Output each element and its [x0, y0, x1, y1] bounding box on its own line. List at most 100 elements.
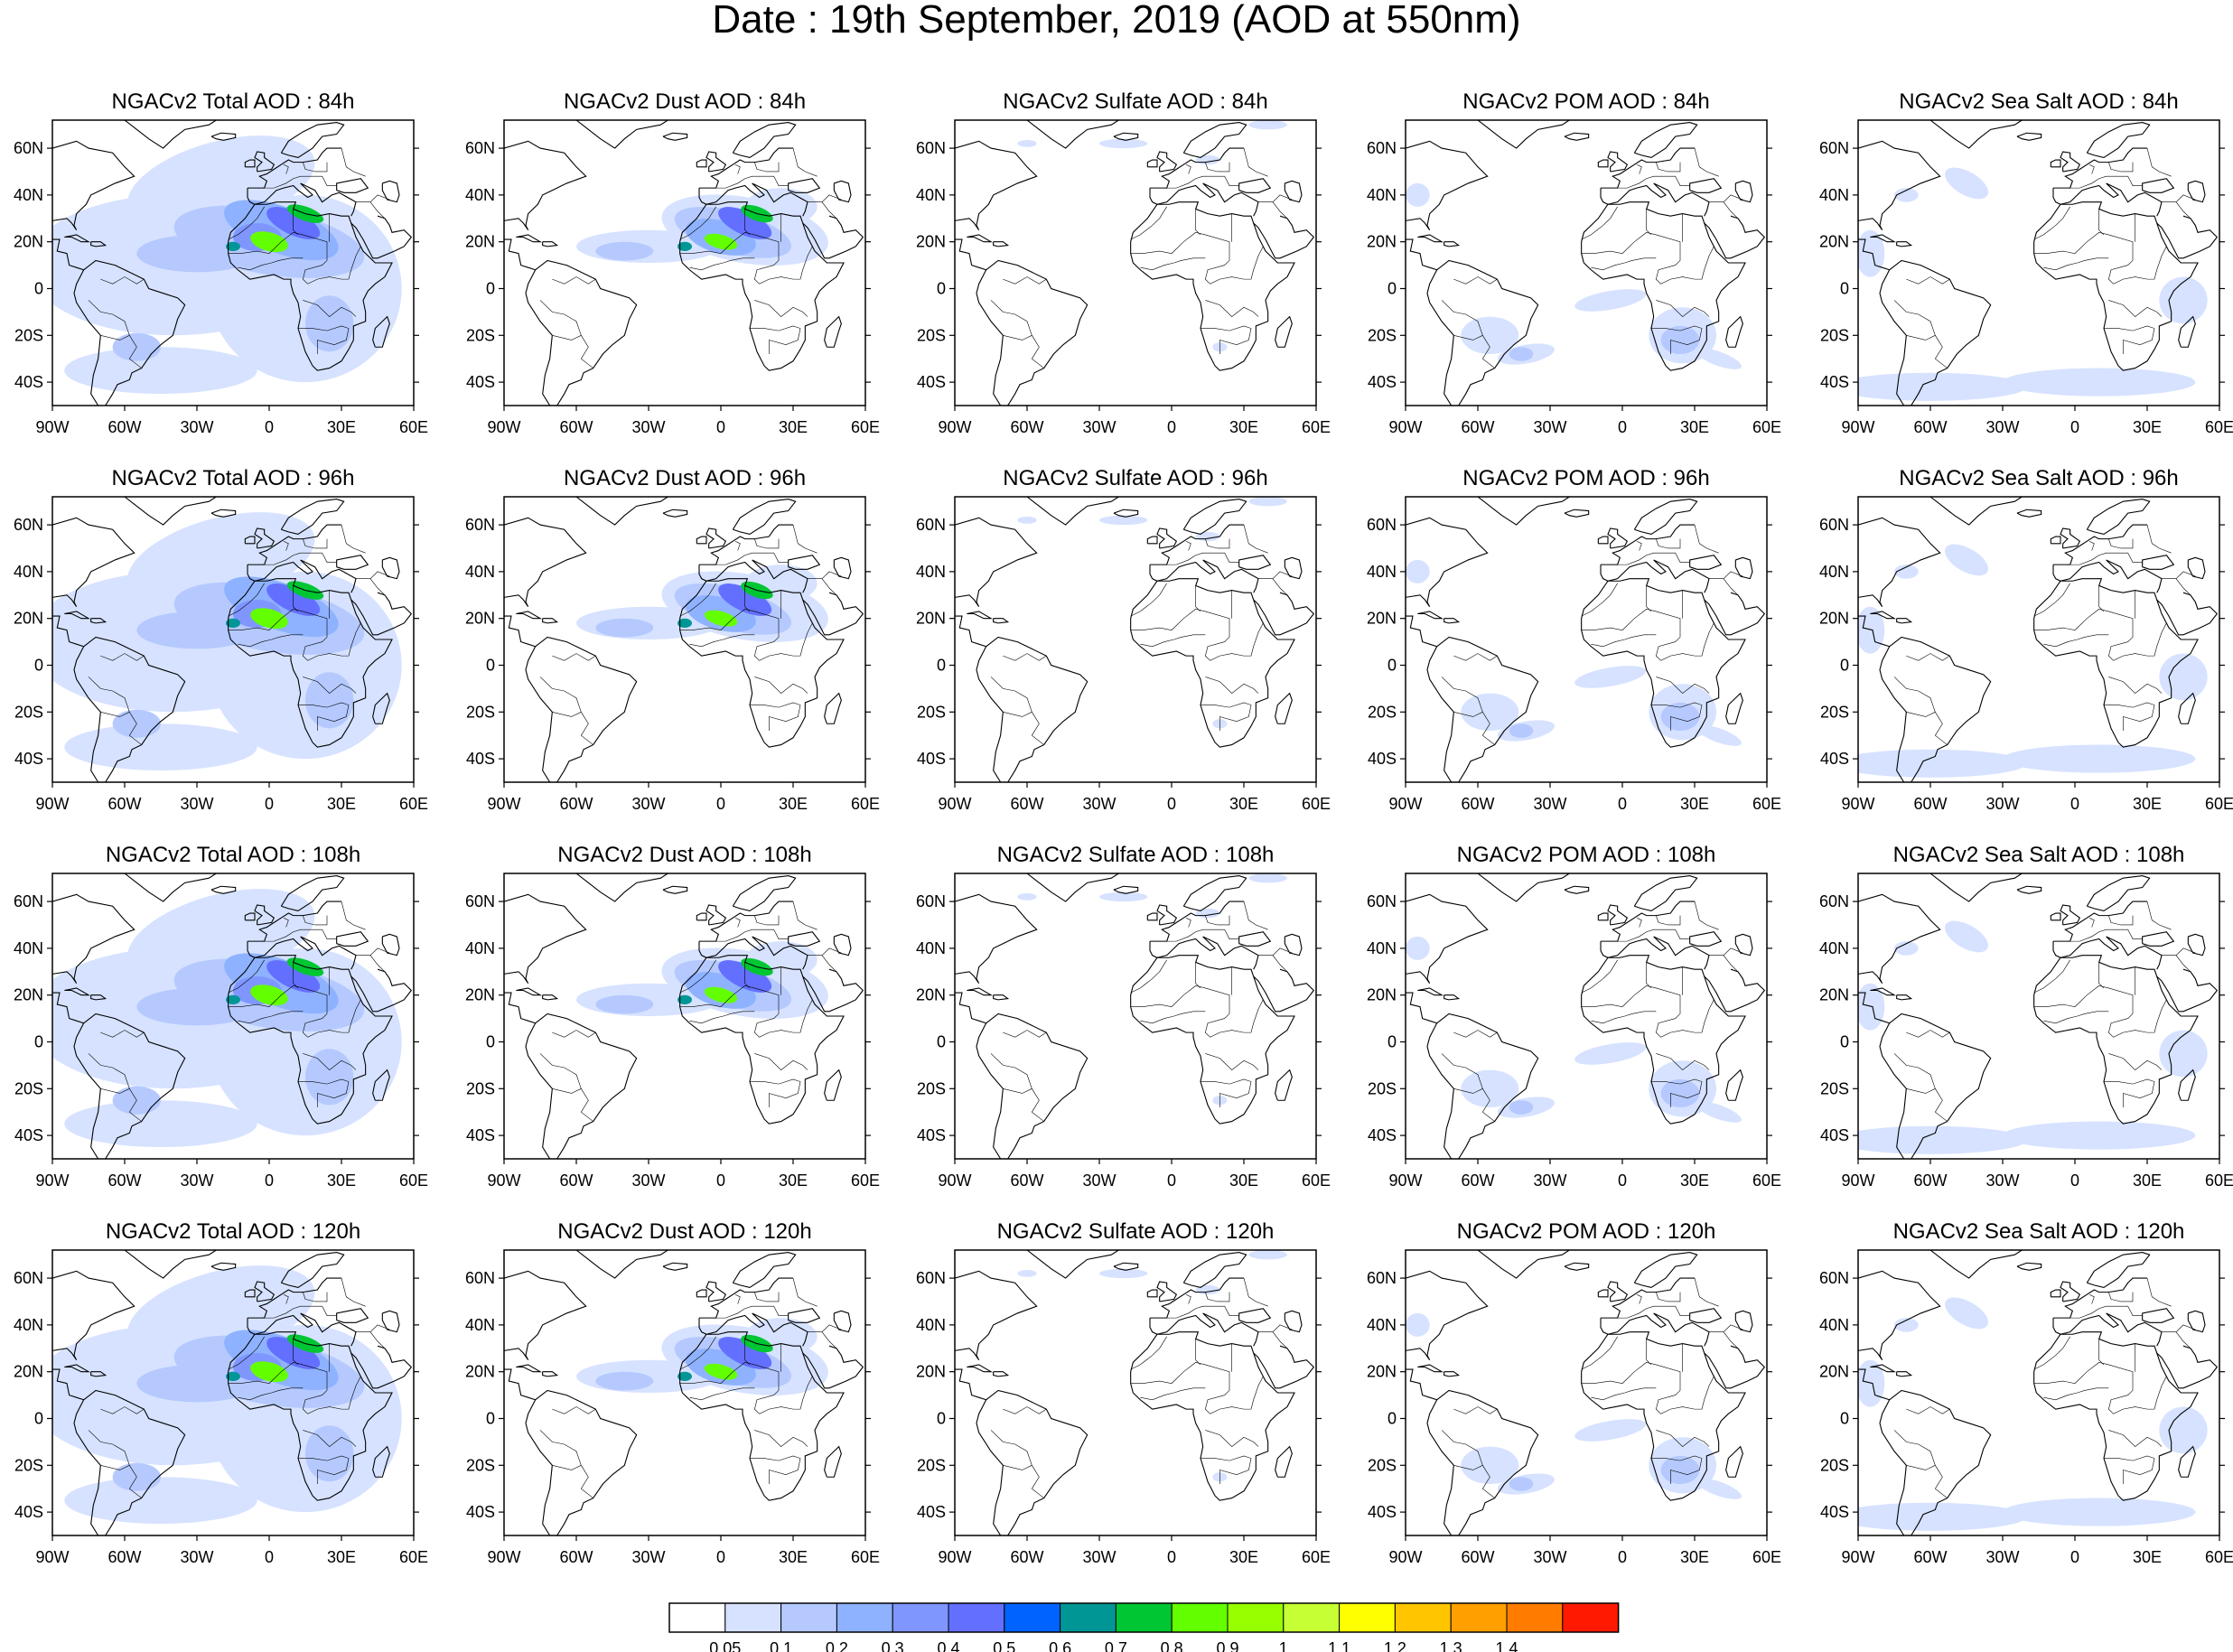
- coastline: [662, 1262, 688, 1271]
- aod-contour: [117, 1343, 156, 1363]
- coastline: [1896, 618, 1913, 624]
- coastline: [336, 931, 369, 947]
- lon-label: 60W: [1010, 1548, 1043, 1566]
- coastline: [504, 1270, 587, 1361]
- country-border: [2033, 232, 2167, 285]
- lon-label: 60E: [851, 1171, 880, 1190]
- aod-contour: [1509, 1477, 1534, 1491]
- country-border: [808, 1331, 837, 1349]
- coastline: [1253, 1345, 1315, 1389]
- coastline: [967, 987, 994, 996]
- aod-field: [52, 889, 402, 1148]
- lon-label: 60W: [1010, 418, 1043, 436]
- country-border: [1615, 175, 1690, 189]
- country-border: [2162, 201, 2191, 219]
- country-border: [100, 276, 145, 285]
- country-border: [539, 677, 582, 713]
- country-border: [1723, 194, 1743, 202]
- coastline: [381, 556, 400, 580]
- country-border: [689, 1387, 755, 1401]
- aod-contour: [1858, 1502, 2027, 1531]
- lat-label: 40S: [14, 750, 43, 768]
- country-border: [750, 702, 801, 732]
- lon-label: 90W: [487, 795, 520, 813]
- coastline: [504, 140, 587, 231]
- aod-contour: [1461, 316, 1519, 355]
- lon-label: 30W: [180, 418, 213, 436]
- country-border: [1651, 702, 1703, 732]
- coastline: [1130, 1331, 1295, 1501]
- country-border: [293, 585, 299, 612]
- aod-contour: [1574, 1042, 1647, 1065]
- country-border: [1140, 634, 1206, 648]
- lon-label: 90W: [1841, 1548, 1874, 1566]
- aod-contour: [64, 1477, 257, 1525]
- coastline: [254, 527, 276, 549]
- country-border: [821, 571, 842, 579]
- country-border: [238, 1387, 304, 1401]
- map-frame: [503, 1249, 866, 1536]
- map-frame: [1405, 119, 1768, 406]
- lat-label: 0: [1840, 1409, 1849, 1427]
- coastline: [1406, 992, 1437, 1024]
- aod-contour: [1858, 1125, 2027, 1154]
- coastline: [1284, 933, 1303, 957]
- lon-label: 90W: [938, 418, 971, 436]
- country-border: [2104, 1455, 2155, 1485]
- lon-label: 60E: [1302, 418, 1331, 436]
- country-border: [750, 1078, 801, 1108]
- lat-label: 40N: [916, 1316, 946, 1334]
- lon-label: 30E: [779, 1548, 808, 1566]
- country-border: [1195, 209, 1201, 236]
- lon-label: 60W: [1913, 795, 1947, 813]
- map-frame: [954, 873, 1317, 1160]
- country-border: [1453, 276, 1498, 285]
- coastline: [52, 992, 84, 1024]
- map-outlines: [504, 120, 864, 406]
- coastline: [1704, 968, 1766, 1013]
- coastline: [542, 994, 559, 1001]
- lon-label: 30E: [1229, 795, 1258, 813]
- country-border: [1205, 1430, 1259, 1447]
- map-panel: 60N 40N 20N 0 20S 40S 90W 60W 30W 0 30E 60E NGACv2 T…: [14, 843, 428, 1190]
- lat-label: 20S: [14, 703, 43, 721]
- coastline: [525, 1013, 638, 1159]
- aod-contour: [2003, 1121, 2196, 1150]
- coastline: [833, 556, 852, 580]
- coastline: [1607, 904, 1629, 926]
- coastline: [1417, 987, 1444, 996]
- lon-label: 60E: [2205, 418, 2233, 436]
- coastline: [575, 497, 668, 526]
- coastline: [1130, 201, 1295, 371]
- aod-contour: [1248, 873, 1287, 883]
- map-frame: [51, 873, 415, 1160]
- coastline: [1406, 517, 1489, 608]
- coastline: [705, 1281, 727, 1302]
- country-border: [2033, 959, 2070, 994]
- coastline: [350, 215, 413, 259]
- lon-label: 60W: [559, 1171, 593, 1190]
- coastline: [254, 1281, 276, 1302]
- country-border: [1694, 525, 1719, 554]
- lon-label: 0: [1167, 418, 1176, 436]
- country-border: [238, 257, 304, 271]
- coastline: [350, 968, 413, 1013]
- lon-label: 90W: [487, 418, 520, 436]
- aod-contour: [1509, 1100, 1534, 1115]
- coastline: [52, 517, 135, 608]
- lat-label: 60N: [916, 139, 946, 157]
- coastline: [254, 904, 276, 926]
- map-outlines: [1406, 497, 1766, 782]
- coastline: [1929, 1250, 2023, 1279]
- coastline: [90, 241, 107, 247]
- lat-label: 40N: [14, 563, 43, 581]
- coastline: [1275, 315, 1293, 348]
- aod-contour: [1696, 1101, 1742, 1123]
- coastline: [2050, 1289, 2061, 1298]
- coastline: [2142, 931, 2175, 947]
- coastline: [1633, 875, 1698, 912]
- coastline: [955, 893, 1038, 985]
- aod-contour: [1406, 559, 1430, 583]
- coastline: [788, 555, 821, 570]
- country-border: [1272, 1324, 1293, 1332]
